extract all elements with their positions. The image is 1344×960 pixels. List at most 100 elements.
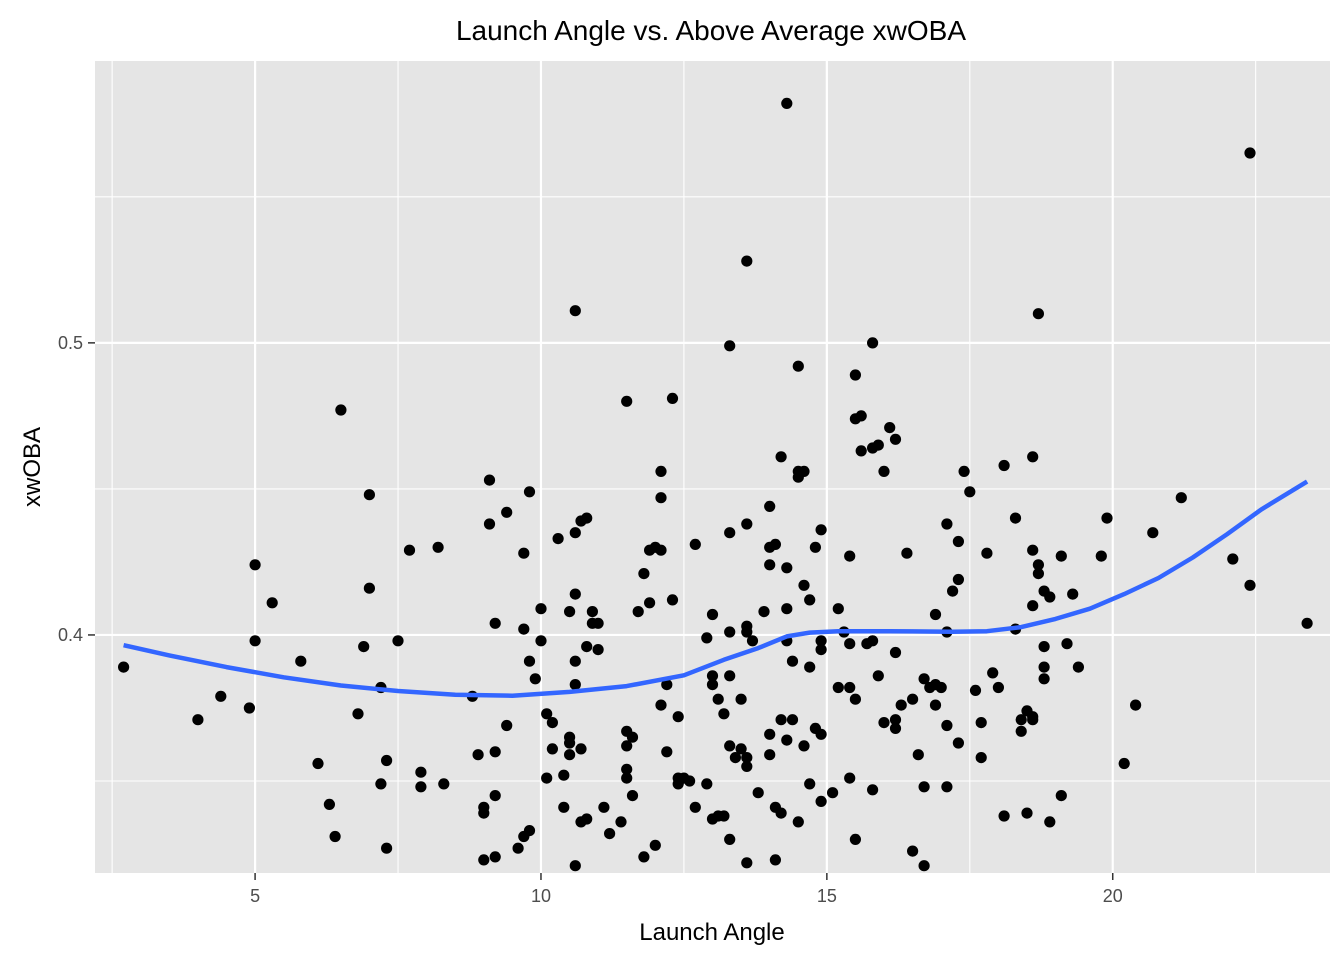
data-point [569, 679, 581, 691]
data-point [735, 693, 747, 705]
data-point [375, 778, 387, 790]
data-point [1032, 308, 1044, 320]
data-point [1101, 512, 1113, 524]
smooth-trend [123, 479, 1309, 698]
data-point [1027, 600, 1039, 612]
data-point [586, 606, 599, 618]
data-point [855, 410, 867, 422]
data-point [781, 562, 793, 574]
data-point [718, 810, 730, 822]
data-point [952, 535, 965, 548]
data-point [815, 635, 827, 647]
data-point [941, 518, 953, 530]
data-point [512, 842, 524, 854]
data-point [878, 465, 890, 477]
data-point [535, 603, 547, 615]
data-point [415, 766, 427, 778]
data-point [775, 807, 787, 819]
data-point [312, 757, 324, 770]
data-point [363, 582, 375, 594]
data-point [804, 778, 816, 790]
data-point [661, 746, 673, 758]
smooth-line [123, 479, 1309, 698]
data-point [764, 728, 776, 740]
data-point [1032, 568, 1044, 580]
data-point [1021, 807, 1033, 819]
data-point [295, 655, 307, 667]
data-point [844, 638, 856, 650]
y-tick-label: 0.5 [58, 333, 83, 353]
data-point [501, 506, 513, 518]
data-point [849, 369, 862, 381]
data-point [724, 527, 736, 539]
data-point [975, 752, 987, 764]
data-point [832, 681, 844, 694]
data-point [489, 617, 501, 629]
data-point [1067, 588, 1079, 600]
data-point [1072, 661, 1084, 673]
data-point [644, 597, 656, 609]
data-point [947, 585, 959, 597]
data-point [941, 719, 953, 732]
data-point [518, 547, 530, 559]
data-point [249, 559, 261, 571]
data-point [724, 740, 736, 752]
data-point [815, 644, 827, 656]
chart-title: Launch Angle vs. Above Average xwOBA [456, 15, 966, 46]
data-point [581, 512, 593, 524]
data-point [867, 635, 879, 647]
data-point [689, 801, 701, 813]
data-point [889, 722, 902, 735]
data-point [804, 594, 816, 606]
data-point [684, 775, 696, 787]
data-point [746, 635, 759, 647]
data-point [758, 606, 770, 618]
data-point [1147, 527, 1159, 539]
data-point [889, 646, 902, 659]
data-point [1027, 544, 1039, 556]
x-tick-label: 20 [1103, 886, 1123, 906]
data-point [523, 486, 536, 498]
data-point [867, 784, 879, 796]
data-point [786, 655, 799, 667]
data-point [844, 772, 856, 784]
data-point [849, 693, 862, 705]
data-point [604, 828, 616, 840]
data-point [815, 728, 827, 740]
data-point [1130, 699, 1142, 711]
data-point [392, 635, 404, 647]
data-point [638, 568, 650, 580]
data-point [1227, 553, 1239, 565]
x-tick-label: 10 [531, 886, 551, 906]
data-point [1027, 711, 1039, 723]
data-point [764, 559, 776, 571]
data-point [621, 763, 633, 775]
data-point [889, 433, 902, 445]
data-point [775, 451, 787, 463]
data-point [666, 594, 679, 606]
data-point [718, 708, 730, 720]
data-point [1009, 512, 1022, 524]
data-point [649, 839, 661, 851]
data-point [1055, 790, 1067, 802]
data-point [661, 679, 673, 691]
data-point [775, 714, 787, 726]
data-point [781, 97, 793, 109]
data-point [889, 714, 902, 726]
data-point [438, 778, 450, 790]
major-gridlines [95, 61, 1330, 873]
y-axis-tick-labels: 0.4 0.5 [58, 333, 83, 645]
minor-gridlines [95, 61, 1330, 873]
data-point [1044, 591, 1056, 603]
data-point [706, 679, 719, 691]
data-point [918, 860, 930, 872]
x-tick-label: 5 [250, 886, 260, 906]
data-point [432, 541, 444, 553]
data-point [987, 667, 999, 679]
data-point [958, 465, 970, 477]
data-point [952, 573, 965, 586]
data-point [381, 842, 393, 854]
data-points [118, 97, 1313, 872]
data-point [598, 801, 610, 813]
data-point [483, 518, 496, 530]
